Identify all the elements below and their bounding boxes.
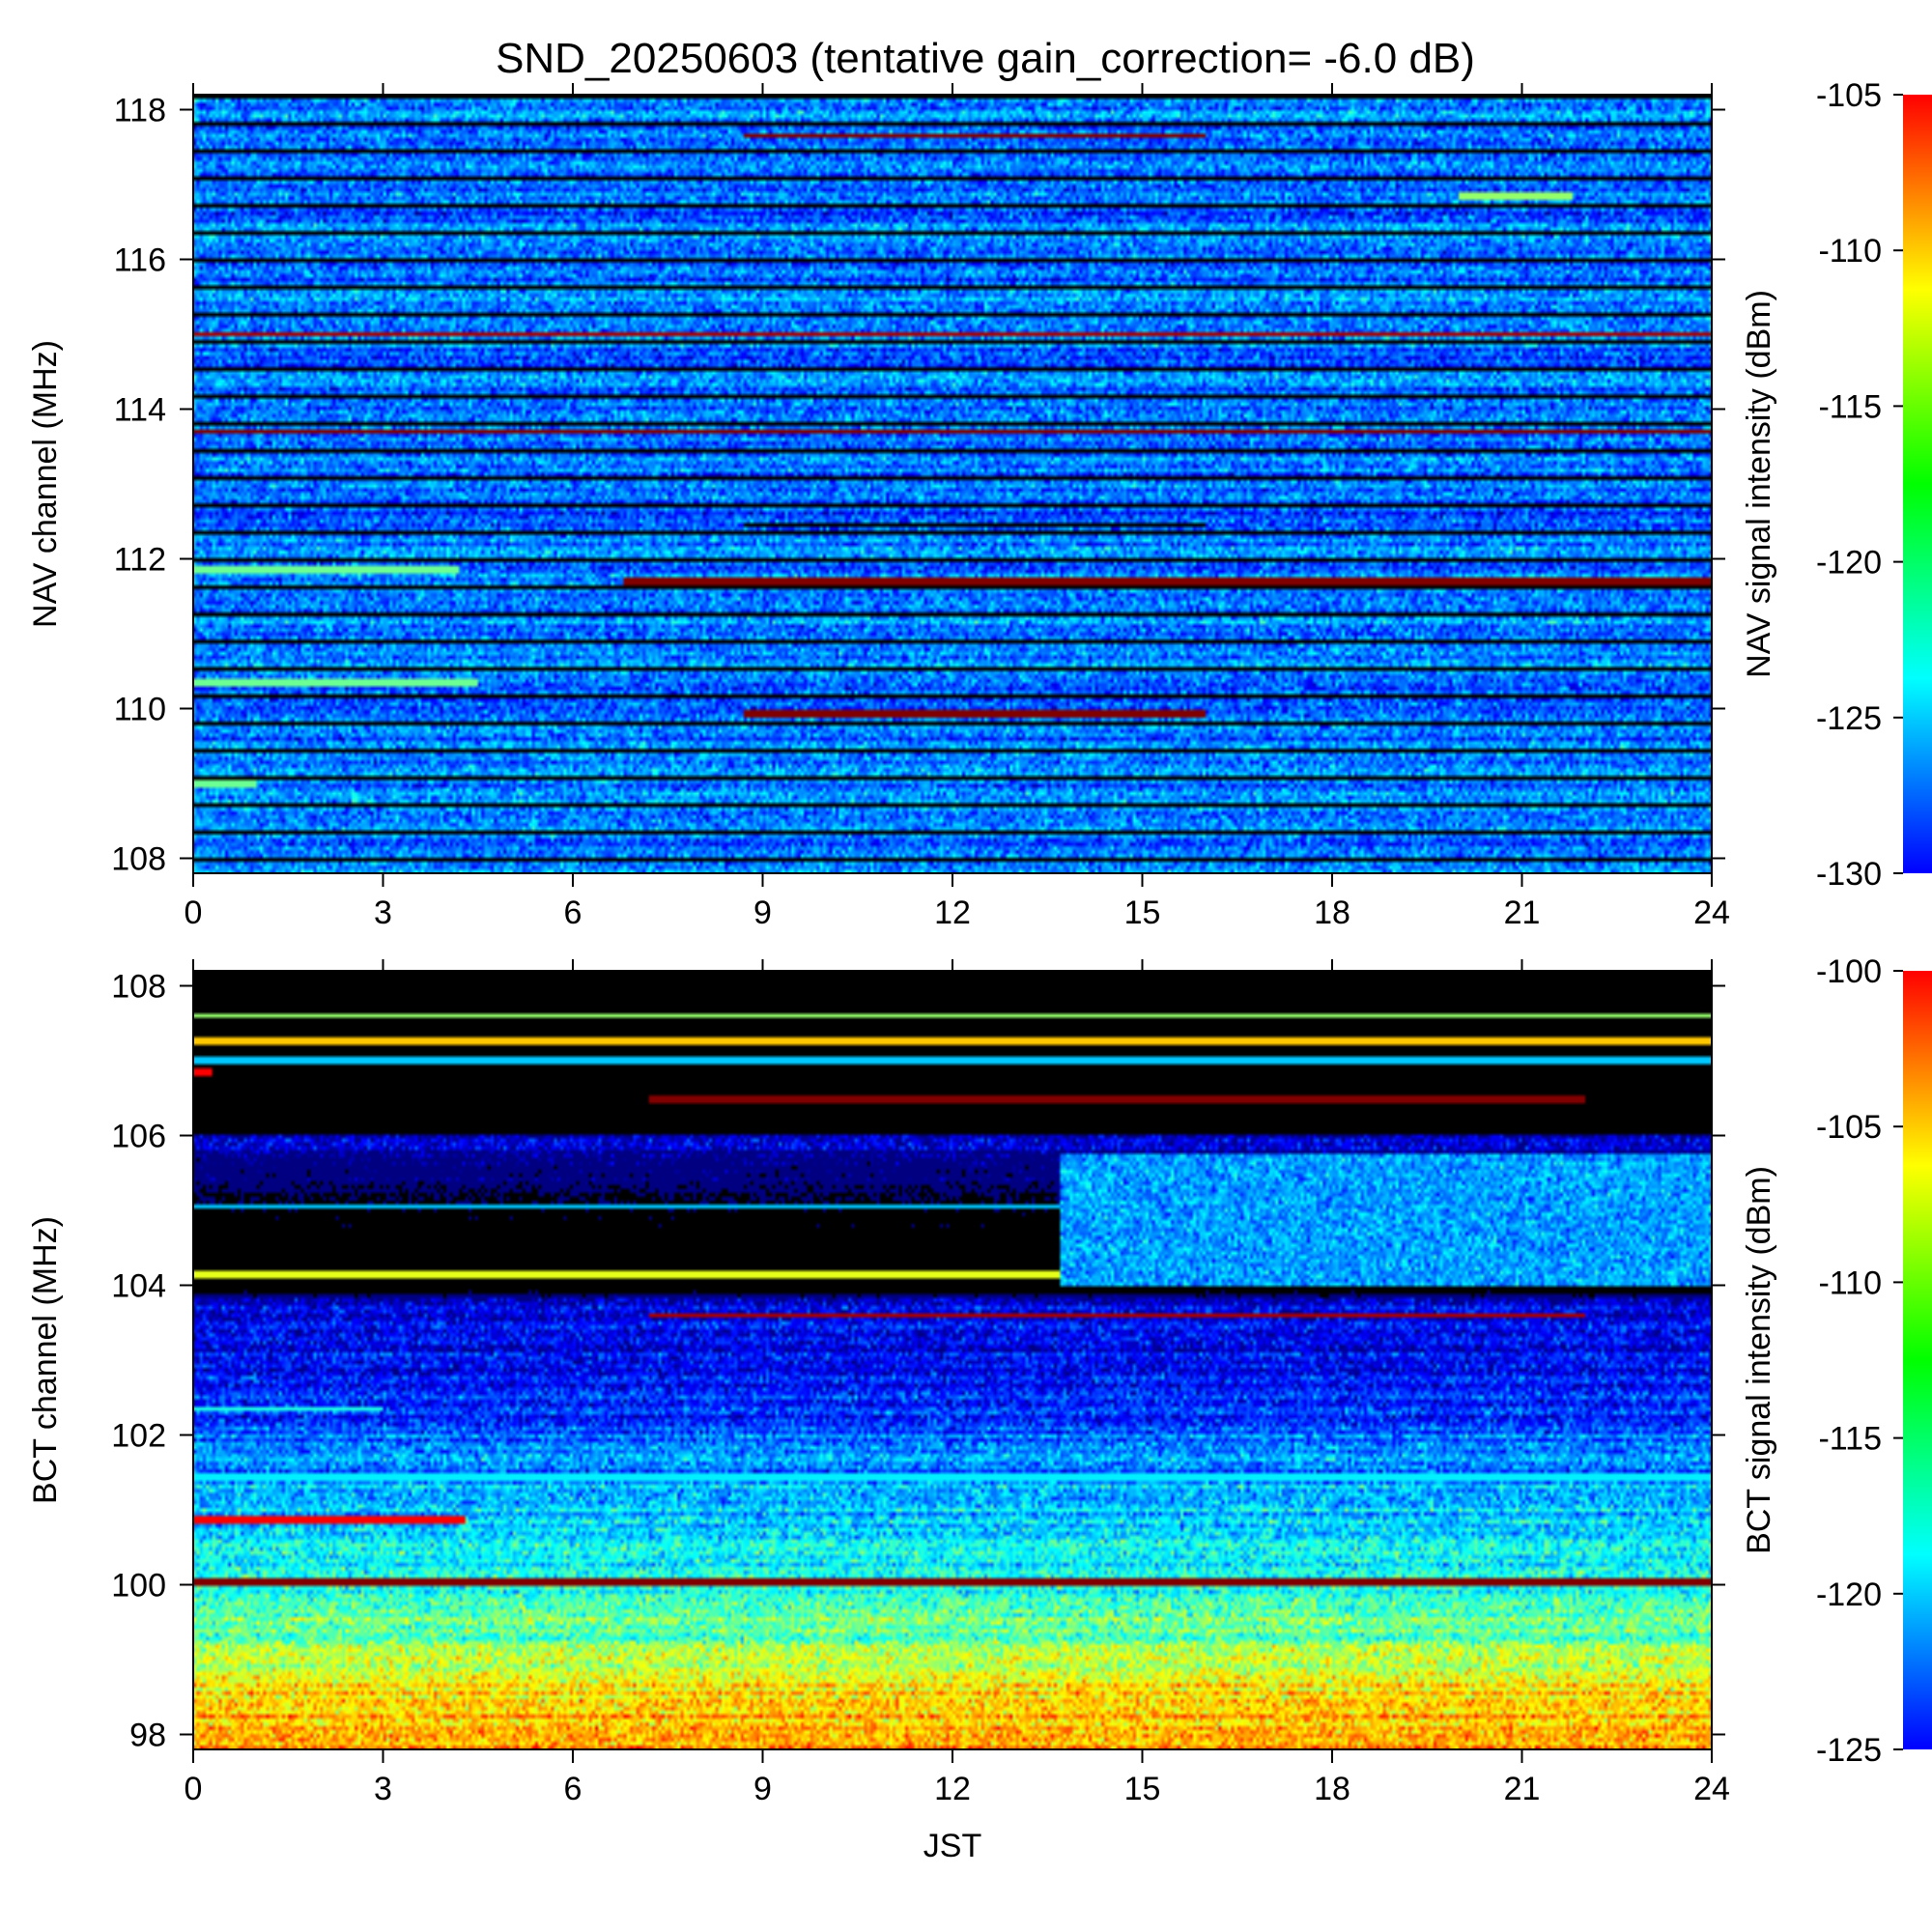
bct-y-tick-label: 106 [111, 1119, 166, 1155]
nav-y-tick-label: 110 [114, 692, 166, 728]
bct-panel: 0 3 6 9 12 15 18 21 24 98 100 102 104 106 108 BCT cha… [27, 953, 1932, 1864]
bct-x-tick-label: 6 [564, 1771, 582, 1807]
bct-colorbar-tick-label: -125 [1816, 1732, 1882, 1769]
nav-panel: 0 3 6 9 12 15 18 21 24 108 110 112 114 116 118 NAV ch… [27, 77, 1932, 931]
bct-y-tick-label: 98 [129, 1718, 166, 1754]
bct-y-ticks: 98 100 102 104 106 108 [111, 969, 1725, 1754]
bct-x-tick-label: 0 [185, 1771, 203, 1807]
nav-y-tick-label: 118 [114, 93, 166, 129]
nav-heatmap [193, 95, 1712, 873]
chart-title: SND_20250603 (tentative gain_correction=… [496, 35, 1475, 82]
nav-x-tick-label: 9 [753, 895, 772, 931]
nav-colorbar-tick-label: -105 [1816, 77, 1882, 114]
nav-x-tick-label: 6 [564, 895, 582, 931]
nav-colorbar-tick-label: -110 [1818, 233, 1882, 270]
nav-y-ticks: 108 110 112 114 116 118 [111, 93, 1725, 878]
bct-x-tick-label: 12 [934, 1771, 971, 1807]
bct-colorbar-ticks: -100 -105 -110 -115 -120 -125 [1816, 953, 1903, 1769]
nav-y-axis-label: NAV channel (MHz) [27, 340, 64, 628]
nav-x-tick-label: 21 [1504, 895, 1541, 931]
nav-x-tick-label: 3 [374, 895, 392, 931]
nav-colorbar-tick-label: -120 [1816, 545, 1882, 582]
bct-heatmap [193, 971, 1712, 1749]
bct-x-ticks: 0 3 6 9 12 15 18 21 24 [185, 959, 1730, 1807]
bct-x-tick-label: 15 [1124, 1771, 1161, 1807]
bct-colorbar-tick-label: -110 [1818, 1264, 1882, 1301]
nav-x-ticks: 0 3 6 9 12 15 18 21 24 [185, 83, 1730, 931]
nav-x-tick-label: 18 [1314, 895, 1350, 931]
nav-y-tick-label: 108 [111, 841, 166, 878]
nav-x-tick-label: 12 [934, 895, 971, 931]
nav-colorbar-ticks: -105 -110 -115 -120 -125 -130 [1816, 77, 1903, 893]
bct-colorbar-tick-label: -115 [1818, 1421, 1882, 1458]
bct-x-tick-label: 21 [1504, 1771, 1541, 1807]
bct-y-tick-label: 108 [111, 969, 166, 1006]
nav-colorbar-tick-label: -130 [1816, 856, 1882, 893]
bct-y-tick-label: 102 [111, 1418, 166, 1455]
bct-x-tick-label: 9 [753, 1771, 772, 1807]
bct-colorbar-tick-label: -100 [1816, 953, 1882, 990]
nav-colorbar-label: NAV signal intensity (dBm) [1741, 290, 1777, 678]
bct-x-tick-label: 18 [1314, 1771, 1350, 1807]
nav-x-tick-label: 24 [1693, 895, 1730, 931]
nav-y-tick-label: 114 [114, 392, 166, 429]
bct-x-tick-label: 3 [374, 1771, 392, 1807]
bct-y-axis-label: BCT channel (MHz) [27, 1216, 64, 1504]
nav-y-tick-label: 112 [114, 542, 166, 579]
nav-x-tick-label: 15 [1124, 895, 1161, 931]
nav-colorbar [1903, 95, 1932, 873]
bct-colorbar [1903, 971, 1932, 1749]
bct-y-tick-label: 104 [111, 1268, 166, 1305]
bct-colorbar-label: BCT signal intensity (dBm) [1741, 1166, 1777, 1554]
nav-colorbar-tick-label: -115 [1818, 388, 1882, 425]
bct-y-tick-label: 100 [111, 1568, 166, 1605]
bct-colorbar-tick-label: -105 [1816, 1109, 1882, 1146]
bct-x-tick-label: 24 [1693, 1771, 1730, 1807]
nav-colorbar-tick-label: -125 [1816, 700, 1882, 737]
bct-x-axis-label: JST [923, 1828, 981, 1864]
nav-y-tick-label: 116 [114, 242, 166, 279]
bct-colorbar-tick-label: -120 [1816, 1577, 1882, 1613]
nav-x-tick-label: 0 [185, 895, 203, 931]
